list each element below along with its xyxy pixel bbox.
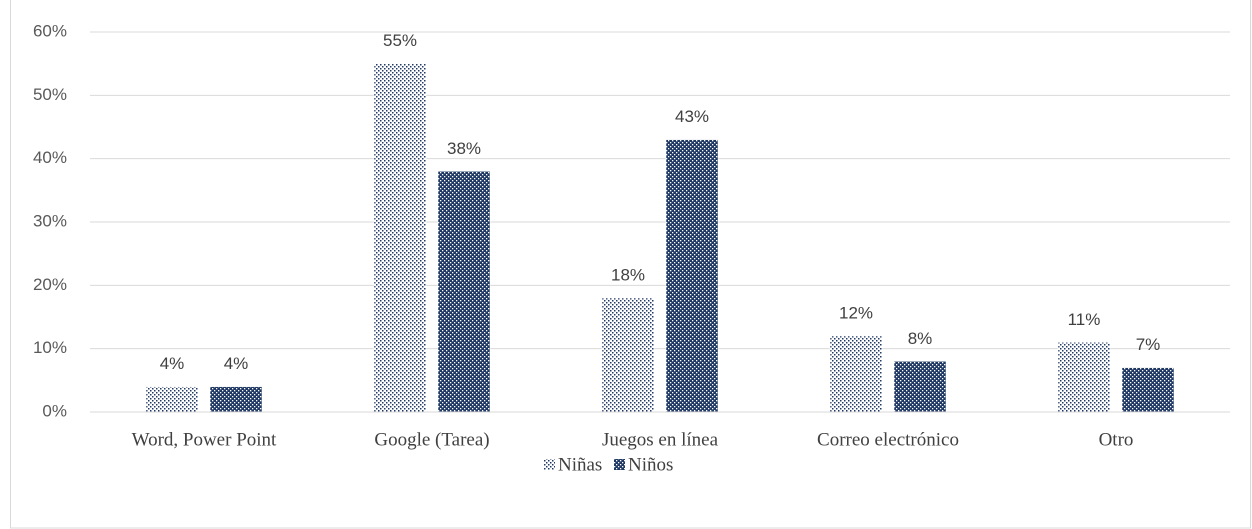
legend-label: Niñas <box>558 454 602 475</box>
chart-frame <box>10 0 1251 529</box>
y-tick-label: 30% <box>33 211 67 230</box>
y-tick-label: 20% <box>33 275 67 294</box>
x-tick-label: Correo electrónico <box>817 429 959 450</box>
legend-swatch <box>614 459 625 470</box>
value-label: 4% <box>224 354 249 373</box>
y-tick-label: 10% <box>33 338 67 357</box>
value-label: 11% <box>1068 310 1101 329</box>
y-tick-label: 0% <box>42 401 67 420</box>
value-label: 43% <box>675 107 709 126</box>
x-tick-label: Otro <box>1099 429 1134 450</box>
y-tick-label: 50% <box>33 85 67 104</box>
bar <box>145 386 199 413</box>
x-tick-label: Google (Tarea) <box>374 429 489 450</box>
bar <box>209 386 263 413</box>
value-label: 18% <box>611 265 645 284</box>
x-tick-label: Word, Power Point <box>132 429 277 450</box>
x-tick-label: Juegos en línea <box>602 429 719 450</box>
value-label: 55% <box>383 31 417 50</box>
y-tick-label: 40% <box>33 148 67 167</box>
bar <box>373 63 427 413</box>
value-label: 38% <box>447 139 481 158</box>
legend-label: Niños <box>628 454 673 475</box>
value-label: 12% <box>839 303 873 322</box>
bar <box>437 171 491 413</box>
bar <box>829 335 883 413</box>
bar <box>893 361 947 413</box>
bar <box>665 139 719 413</box>
value-label: 4% <box>160 354 185 373</box>
value-label: 8% <box>908 329 933 348</box>
bar <box>1121 367 1175 413</box>
value-label: 7% <box>1136 335 1161 354</box>
bar <box>601 297 655 413</box>
bar <box>1057 342 1111 413</box>
legend-swatch <box>544 459 555 470</box>
y-tick-label: 60% <box>33 21 67 40</box>
